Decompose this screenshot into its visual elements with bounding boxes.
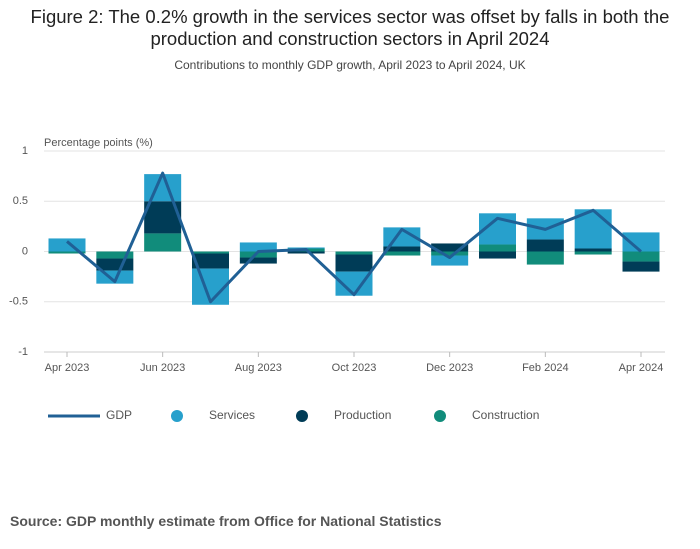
source: Source: GDP monthly estimate from Office… [10,513,442,529]
bar [335,251,373,255]
y-tick-label: 1 [22,145,28,157]
bar [48,251,86,254]
legend-label: Production [334,408,391,422]
bar [526,251,564,265]
y-tick-label: 0 [22,245,28,257]
bar [144,174,182,202]
bar [383,246,421,252]
bar [239,251,277,258]
bar [144,233,182,252]
bar [192,251,229,254]
bar [574,248,612,252]
x-tick-label: Jun 2023 [140,362,185,374]
y-tick-label: -1 [18,346,28,358]
y-axis-label: Percentage points (%) [44,137,153,149]
bar [431,255,469,266]
bar [574,251,612,255]
x-tick-label: Apr 2024 [619,362,664,374]
y-tick-label: 0.5 [13,195,28,207]
x-tick-label: Apr 2023 [45,362,90,374]
legend-marker [171,410,183,422]
y-tick-label: -0.5 [9,296,28,308]
bar [239,257,277,264]
bar [335,254,373,272]
bar [479,251,516,259]
legend-label: Construction [472,408,539,422]
legend-marker [434,410,446,422]
line [66,171,642,304]
bar [48,238,86,252]
legend-marker [296,410,308,422]
x-tick-label: Feb 2024 [522,362,568,374]
bar [526,239,564,252]
bar [192,253,229,269]
bar [239,242,277,252]
x-tick-label: Dec 2023 [426,362,473,374]
bar [96,251,134,259]
bar [287,247,325,249]
bar [383,251,421,256]
chart-subtitle: Contributions to monthly GDP growth, Apr… [174,58,526,72]
bar [287,251,325,254]
bar [622,232,660,252]
chart-title: Figure 2: The 0.2% growth in the service… [30,6,670,49]
bar [479,244,516,252]
legend-label: Services [209,408,255,422]
x-tick-label: Aug 2023 [235,362,282,374]
legend-label: GDP [106,408,132,422]
bar [622,261,660,272]
bar [431,251,469,256]
bar [622,251,660,262]
bar [96,258,134,271]
bar [431,243,469,252]
x-tick-label: Oct 2023 [332,362,377,374]
